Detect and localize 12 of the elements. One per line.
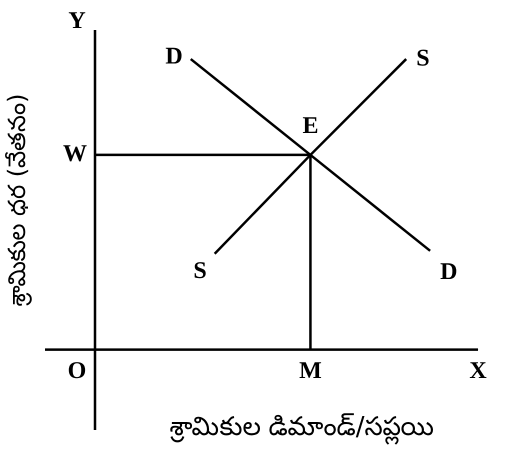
text: O [68,358,86,384]
y-axis-title: శ్రామికుల ధర (వేతనం) [3,94,33,306]
series-label: D [165,43,183,70]
text: D [440,259,458,286]
text: S [416,45,430,72]
series-label: S [193,258,207,284]
text: X [469,358,488,384]
annotation: E [302,113,318,140]
text: M [299,358,322,384]
ref-line-label: W [63,141,87,168]
text: Y [68,8,86,34]
x-axis-title: శ్రామికుల డిమాండ్/సప్లయి [168,412,435,446]
